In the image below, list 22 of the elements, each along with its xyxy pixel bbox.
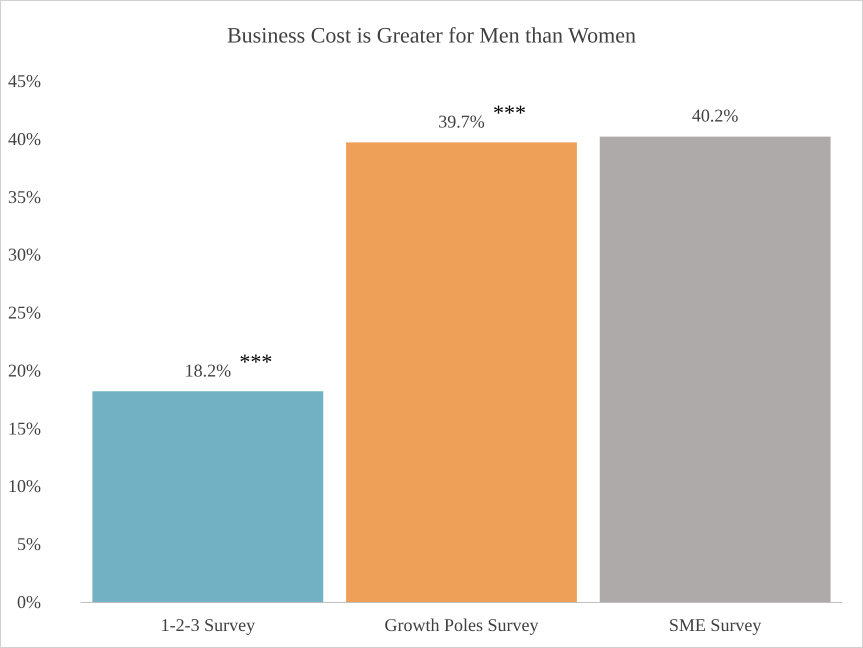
y-tick-label: 5% xyxy=(17,534,41,554)
bar xyxy=(92,391,324,602)
x-tick-label: SME Survey xyxy=(668,615,762,635)
y-tick-label: 40% xyxy=(8,128,41,149)
y-tick-label: 15% xyxy=(8,418,41,438)
bar xyxy=(600,136,831,602)
y-tick-label: 10% xyxy=(8,476,41,496)
x-tick-label: Growth Poles Survey xyxy=(384,615,538,635)
chart-title: Business Cost is Greater for Men than Women xyxy=(226,22,636,48)
y-tick-label: 20% xyxy=(8,360,41,380)
y-tick-label: 30% xyxy=(8,244,41,265)
y-tick-label: 35% xyxy=(8,186,41,207)
data-label: 39.7% xyxy=(438,111,485,132)
x-tick-label: 1-2-3 Survey xyxy=(160,615,256,635)
bar xyxy=(346,142,577,602)
y-tick-label: 25% xyxy=(8,302,41,323)
annotation: *** xyxy=(239,348,272,374)
annotation: *** xyxy=(493,100,526,125)
y-tick-label: 45% xyxy=(8,71,41,91)
data-label: 40.2% xyxy=(692,106,738,126)
data-label: 18.2% xyxy=(184,360,232,380)
y-tick-label: 0% xyxy=(17,592,41,612)
